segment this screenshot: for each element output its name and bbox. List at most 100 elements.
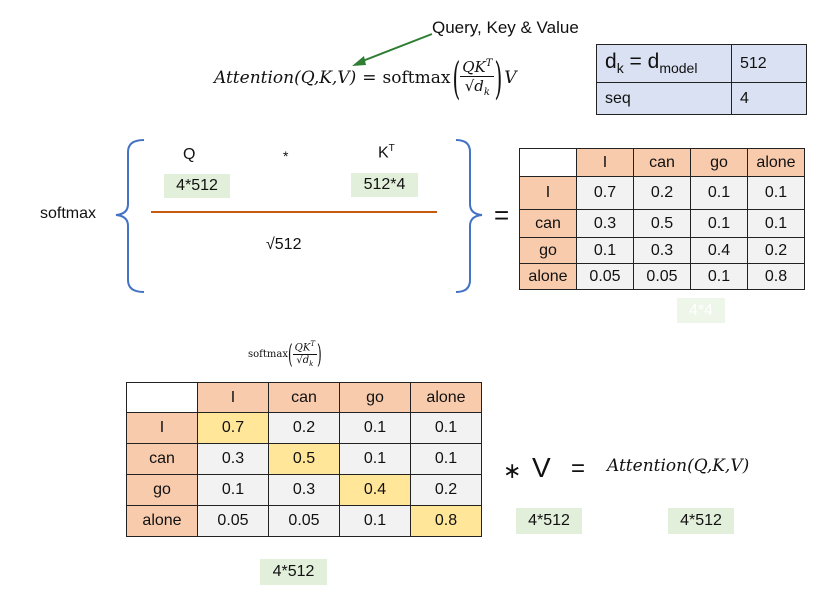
matrix-row: can 0.3 0.5 0.1 0.1 [126,443,482,475]
matrix-row: alone 0.05 0.05 0.1 0.8 [519,263,805,290]
dk-value: 512 [731,44,807,83]
formula-equals: = [362,68,377,88]
matrix-cell: 0.1 [339,505,411,537]
dk-row: dk = dmodel 512 [596,44,807,83]
q-symbol: Q [183,146,196,163]
header-go: go [339,382,411,413]
matrix-row: go 0.1 0.3 0.4 0.2 [126,474,482,506]
formula-denominator: √dk [464,77,490,98]
attention-result: Attention(Q,K,V) [607,456,750,476]
dk-label-sub2: model [659,60,698,77]
row-label: can [519,209,577,238]
seq-value: 4 [731,82,807,115]
times-symbol: * [283,148,289,164]
seq-label: seq [596,82,732,115]
caption-den-text: d [302,354,310,366]
bottom-equals: = [571,455,586,482]
matrix-cell: 0.1 [747,209,805,238]
top-matrix-dim-tag: 4*4 [677,298,725,323]
matrix-corner [126,382,198,413]
softmax-side-label: softmax [40,205,97,222]
right-brace [455,139,483,293]
row-label: go [519,237,577,264]
matrix-cell: 0.1 [576,237,634,264]
query-key-value-label: Query, Key & Value [432,18,579,37]
matrix-row: can 0.3 0.5 0.1 0.1 [519,209,805,238]
right-brace-path [455,139,483,293]
diagonal-cell: 0.8 [410,505,482,537]
dk-label-eq: = d [623,50,660,74]
matrix-cell: 0.2 [747,237,805,264]
equals-sign: = [494,200,510,230]
caption-left-paren: ( [287,338,293,370]
kt-dim-tag: 512*4 [351,173,418,197]
matrix-cell: 0.2 [268,412,340,444]
matrix-cell: 0.4 [690,237,748,264]
matrix-cell: 0.1 [410,412,482,444]
formula-softmax: softmax [382,68,451,88]
matrix-cell: 0.1 [339,412,411,444]
row-label: can [126,443,198,475]
v-symbol: V [532,452,551,483]
matrix-row: I 0.7 0.2 0.1 0.1 [519,176,805,210]
bottom-times: ∗ [503,458,522,483]
annotation-arrow-line [359,33,433,63]
dk-label-main: d [605,50,617,74]
formula-den-text: d [474,77,484,95]
kt-symbol: KT [378,143,395,162]
diagonal-cell: 0.4 [339,474,411,506]
matrix-cell: 0.1 [690,209,748,238]
header-go: go [690,148,748,177]
v-dim-tag: 4*512 [516,508,582,534]
caption-softmax: softmax [248,348,288,360]
matrix-corner [519,148,577,177]
matrix-cell: 0.05 [576,263,634,290]
diagonal-cell: 0.5 [268,443,340,475]
row-label: go [126,474,198,506]
matrix-header-row: I can go alone [126,382,482,413]
kt-sup: T [388,143,395,154]
caption-num-text: QK [294,342,311,354]
caption-right-paren: ) [317,338,322,370]
attention-formula: Attention(Q,K,V) = softmax ( QKT √dk ) V [214,48,517,108]
formula-num-text: QK [462,58,486,76]
row-label: alone [126,505,198,537]
sqrt-denominator: √512 [266,236,302,253]
caption-den-sub: k [309,359,314,368]
matrix-cell: 0.3 [576,209,634,238]
matrix-row: alone 0.05 0.05 0.1 0.8 [126,505,482,537]
softmax-caption: softmax ( QKT √dk ) [248,334,322,374]
header-can: can [268,382,340,413]
caption-fraction: QKT √dk [292,340,317,368]
matrix-cell: 0.2 [633,176,691,210]
matrix-row: I 0.7 0.2 0.1 0.1 [126,412,482,444]
matrix-cell: 0.05 [268,505,340,537]
q-dim-tag: 4*512 [164,174,230,198]
left-brace-path [115,139,145,293]
matrix-header-row: I can go alone [519,148,805,177]
header-alone: alone [747,148,805,177]
matrix-cell: 0.1 [339,443,411,475]
matrix-cell: 0.3 [633,237,691,264]
fraction-line [151,211,437,213]
softmax-matrix: I can go alone I 0.7 0.2 0.1 0.1 can 0.3… [126,382,482,537]
matrix-row: go 0.1 0.3 0.4 0.2 [519,237,805,264]
matrix-cell: 0.05 [197,505,269,537]
bottom-matrix-dim-tag: 4*512 [260,559,327,585]
row-label: I [519,176,577,210]
formula-fraction: QKT √dk [460,58,495,98]
matrix-cell: 0.5 [633,209,691,238]
header-i: I [576,148,634,177]
matrix-cell: 0.8 [747,263,805,290]
matrix-cell: 0.05 [633,263,691,290]
matrix-cell: 0.1 [690,176,748,210]
matrix-cell: 0.1 [410,443,482,475]
matrix-cell: 0.7 [576,176,634,210]
caption-numerator: QKT [292,340,317,355]
dk-label: dk = dmodel [596,44,732,83]
matrix-cell: 0.3 [197,443,269,475]
row-label: I [126,412,198,444]
result-dim-tag: 4*512 [668,508,734,534]
formula-lhs: Attention(Q,K,V) [214,68,357,88]
annotation-arrow [352,33,433,66]
